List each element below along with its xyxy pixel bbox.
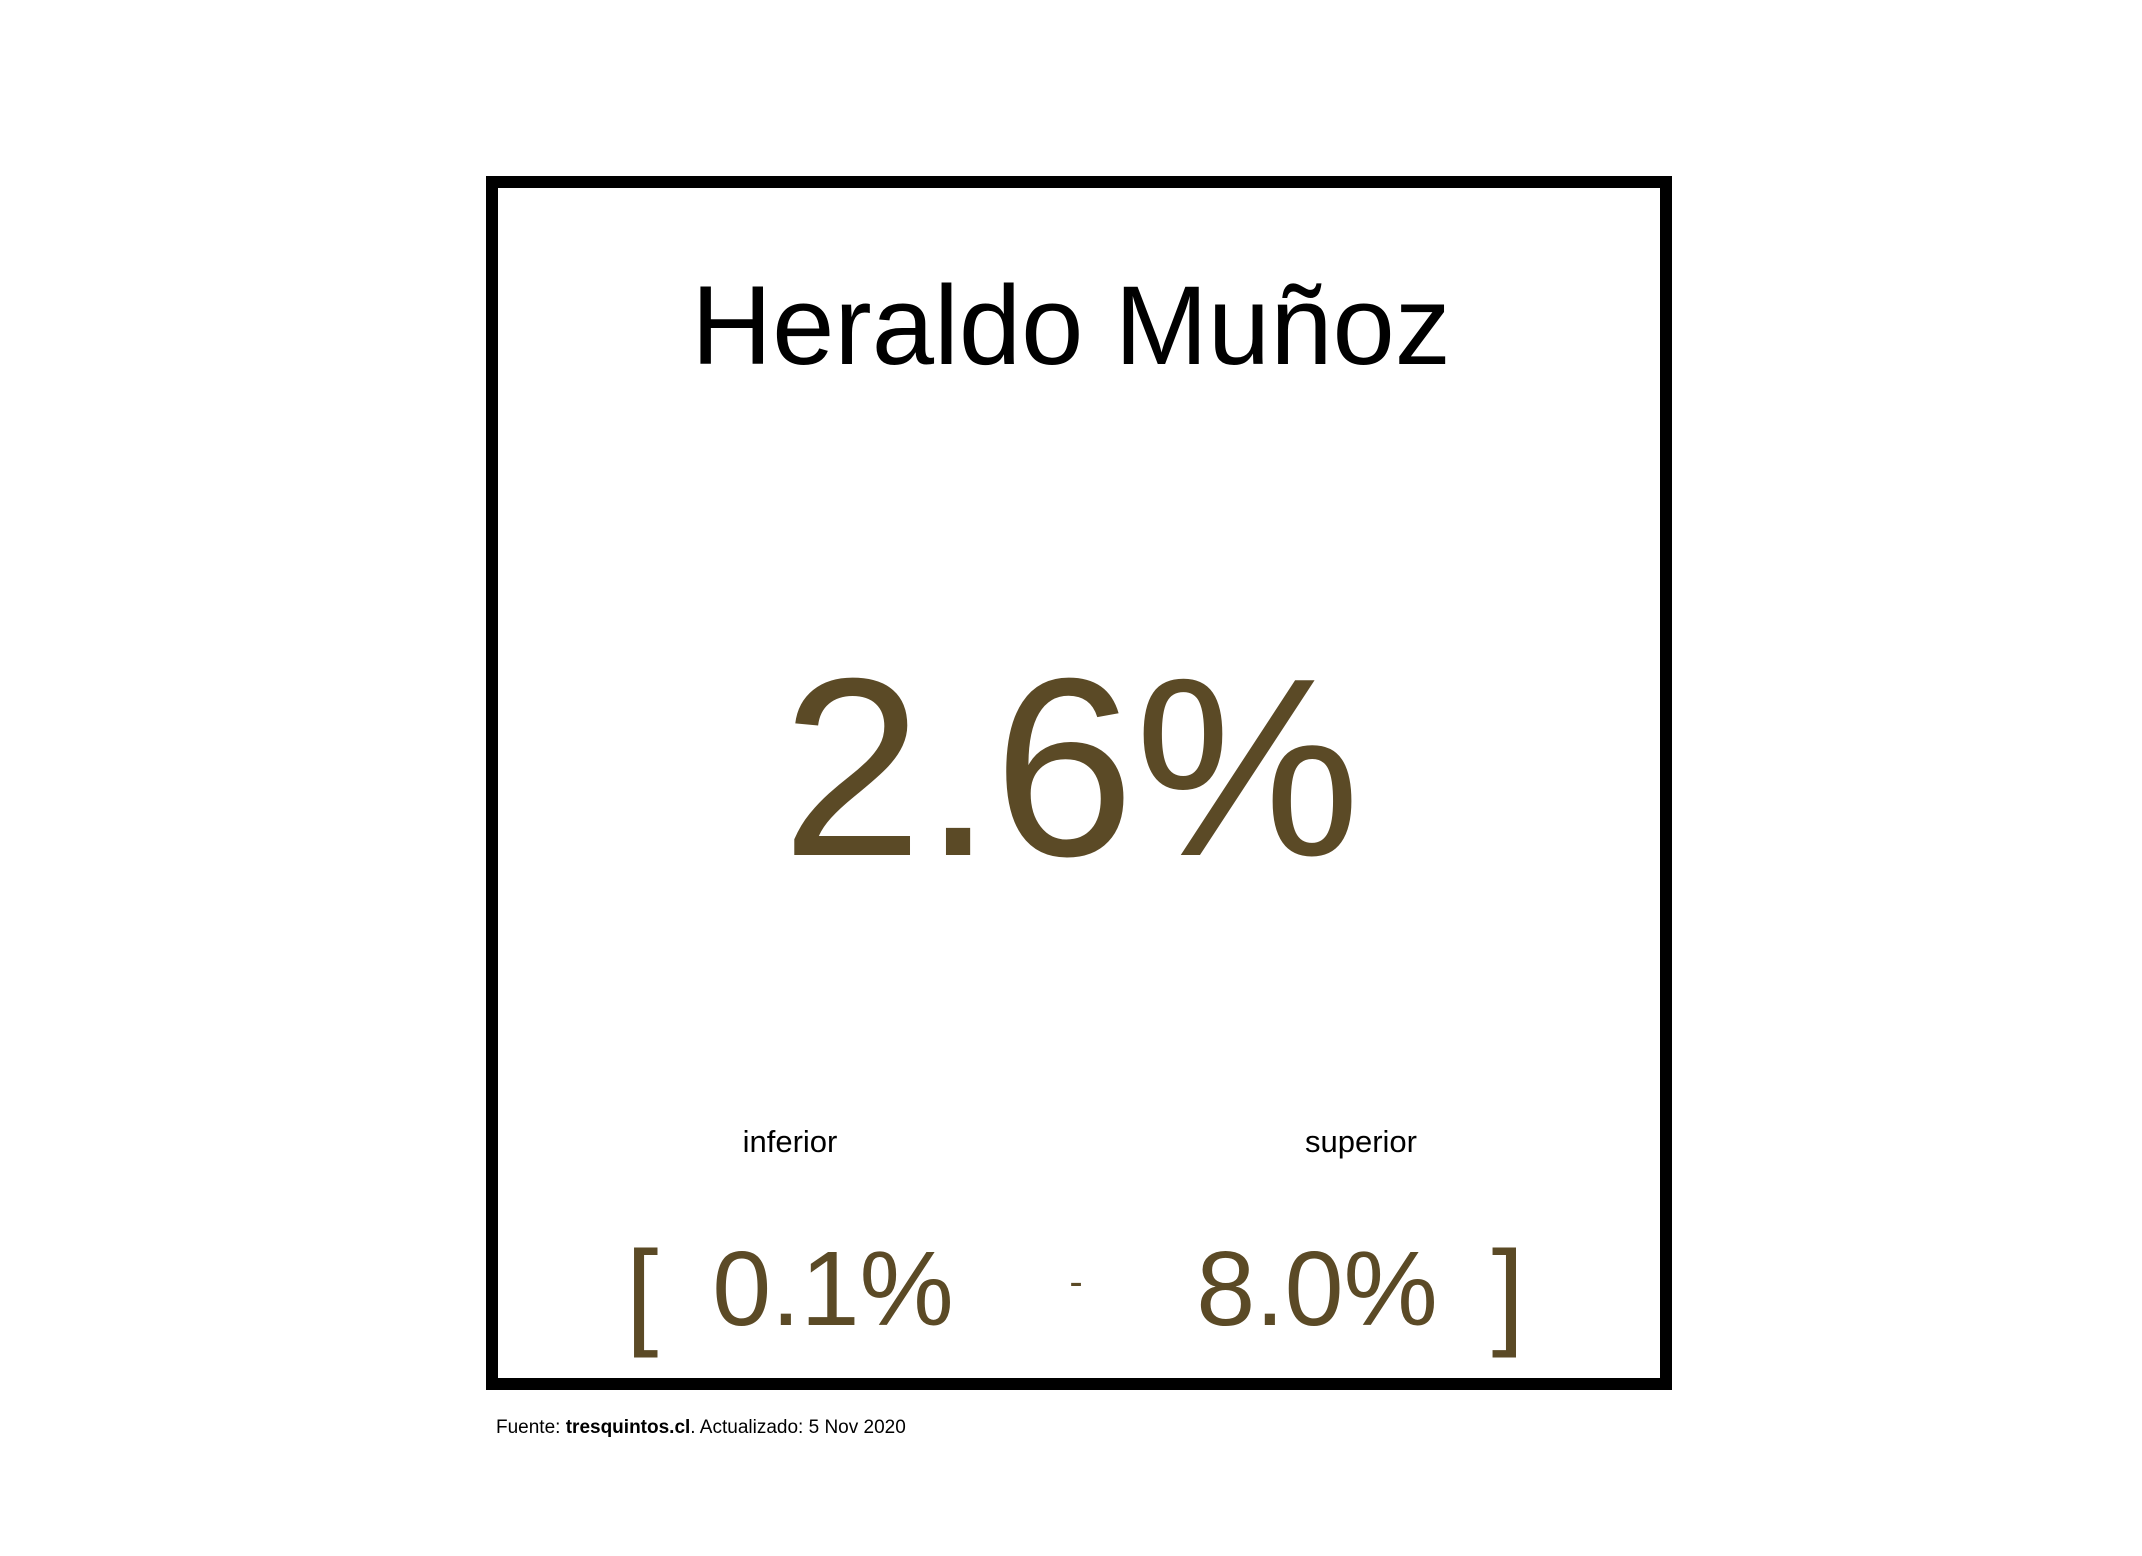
upper-bound-label: superior: [1305, 1124, 1417, 1159]
lower-bound-label: inferior: [742, 1124, 838, 1159]
interval-separator: -: [1069, 1260, 1083, 1304]
open-bracket: [: [625, 1227, 659, 1359]
source-link[interactable]: tresquintos.cl: [565, 1417, 691, 1438]
source-note: Fuente: tresquintos.cl. Actualizado: 5 N…: [496, 1418, 906, 1437]
result-card: [486, 176, 1672, 1390]
candidate-name: Heraldo Muñoz: [691, 263, 1451, 388]
upper-bound-value: 8.0%: [1196, 1230, 1438, 1348]
lower-bound-value: 0.1%: [712, 1230, 954, 1348]
source-updated: . Actualizado: 5 Nov 2020: [690, 1417, 906, 1438]
source-prefix: Fuente:: [496, 1417, 566, 1438]
close-bracket: ]: [1491, 1227, 1525, 1359]
estimate-value: 2.6%: [781, 625, 1361, 909]
